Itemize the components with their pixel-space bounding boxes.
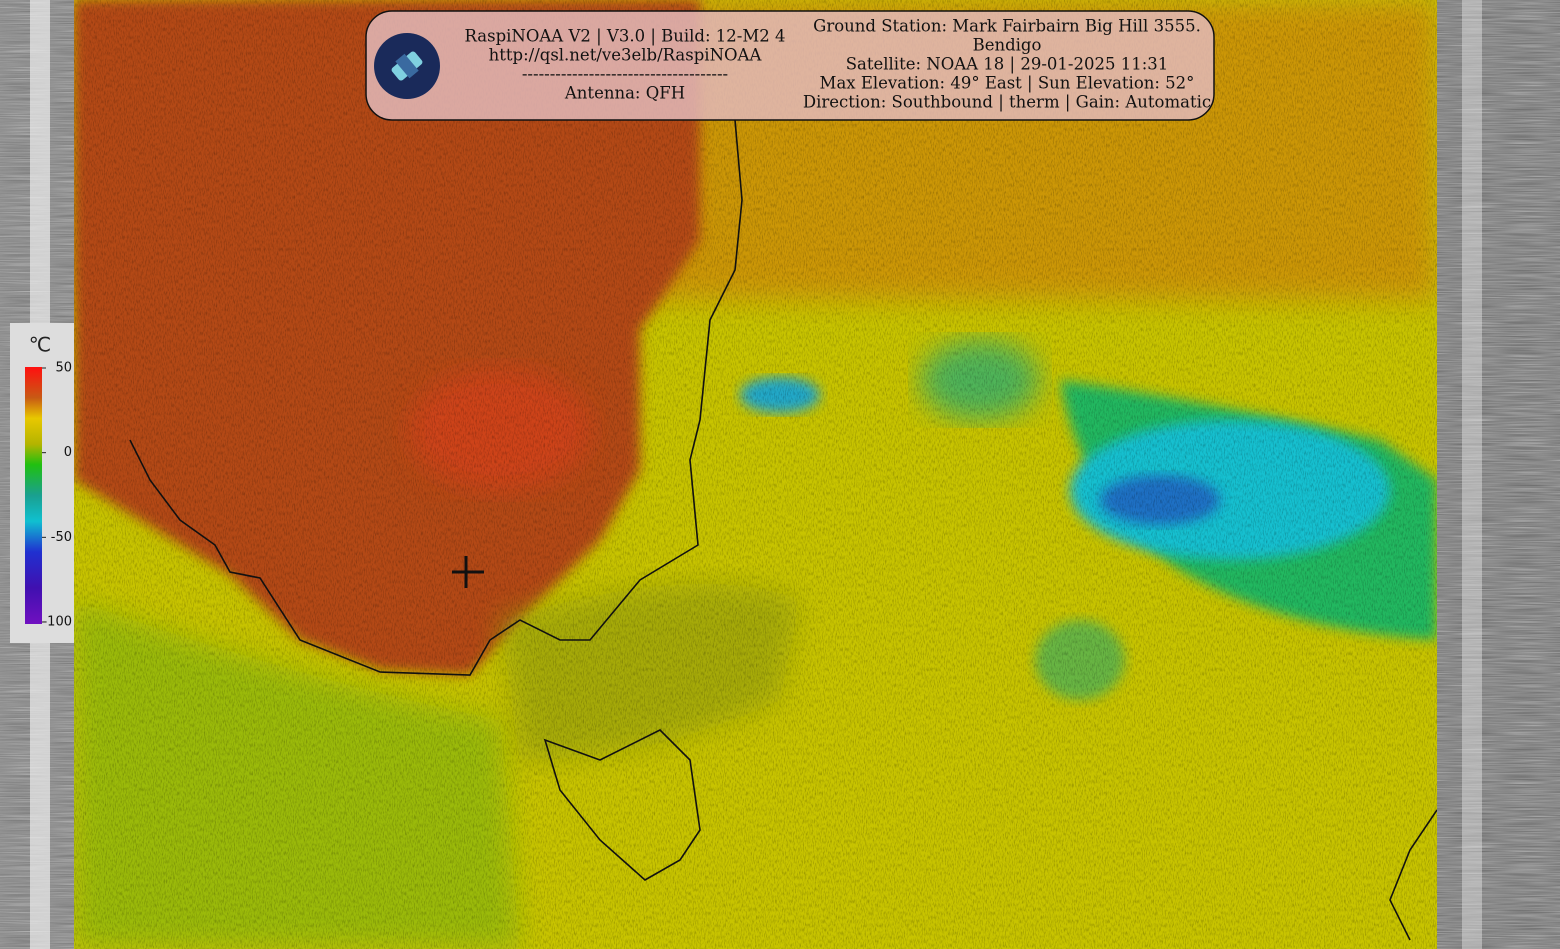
header-right: Ground Station: Mark Fairbairn Big Hill … bbox=[803, 17, 1211, 112]
coastline-tasmania bbox=[543, 729, 701, 881]
header-line: RaspiNOAA V2 | V3.0 | Build: 12-M2 4 bbox=[464, 27, 785, 46]
header-line: Max Elevation: 49° East | Sun Elevation:… bbox=[820, 74, 1195, 93]
header-line: Antenna: QFH bbox=[564, 84, 685, 103]
header-left: RaspiNOAA V2 | V3.0 | Build: 12-M2 4http… bbox=[464, 27, 785, 103]
header-line: Bendigo bbox=[973, 36, 1042, 55]
thermal-image bbox=[74, 0, 1437, 949]
legend-tick-label: -50 bbox=[51, 530, 72, 545]
noise bbox=[74, 0, 1437, 949]
header-line: Satellite: NOAA 18 | 29-01-2025 11:31 bbox=[846, 55, 1169, 74]
header-line: ------------------------------------- bbox=[522, 65, 728, 84]
legend-ticks: 50 0 -50 -100 bbox=[42, 361, 72, 630]
header-line: Direction: Southbound | therm | Gain: Au… bbox=[803, 93, 1211, 112]
header-box bbox=[365, 10, 1215, 121]
header-line: Ground Station: Mark Fairbairn Big Hill … bbox=[813, 17, 1201, 36]
legend-tick-label: -100 bbox=[42, 615, 72, 630]
color-bar bbox=[25, 367, 42, 624]
right-strip-noise bbox=[1437, 0, 1560, 949]
legend-tick-label: 0 bbox=[64, 445, 72, 460]
legend-tick-label: 50 bbox=[55, 361, 72, 376]
header-line: http://qsl.net/ve3elb/RaspiNOAA bbox=[489, 46, 763, 65]
logo-satellite bbox=[391, 51, 423, 81]
coastline bbox=[129, 119, 743, 676]
coastline-nz bbox=[1389, 809, 1437, 941]
crosshair bbox=[452, 556, 484, 588]
legend-unit: ℃ bbox=[29, 333, 51, 357]
right-strip-band bbox=[1462, 0, 1482, 949]
